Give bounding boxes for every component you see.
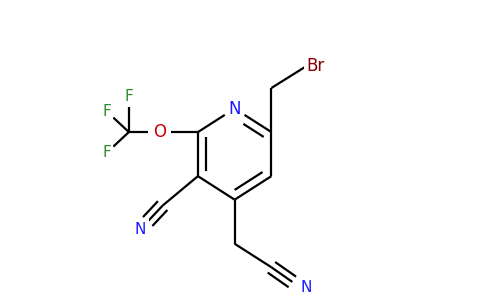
Text: F: F	[103, 145, 111, 160]
Text: F: F	[103, 104, 111, 119]
Text: N: N	[135, 222, 146, 237]
Text: Br: Br	[307, 57, 325, 75]
Text: O: O	[153, 123, 166, 141]
Text: N: N	[228, 100, 241, 118]
Text: N: N	[301, 280, 312, 295]
Text: F: F	[124, 89, 133, 104]
